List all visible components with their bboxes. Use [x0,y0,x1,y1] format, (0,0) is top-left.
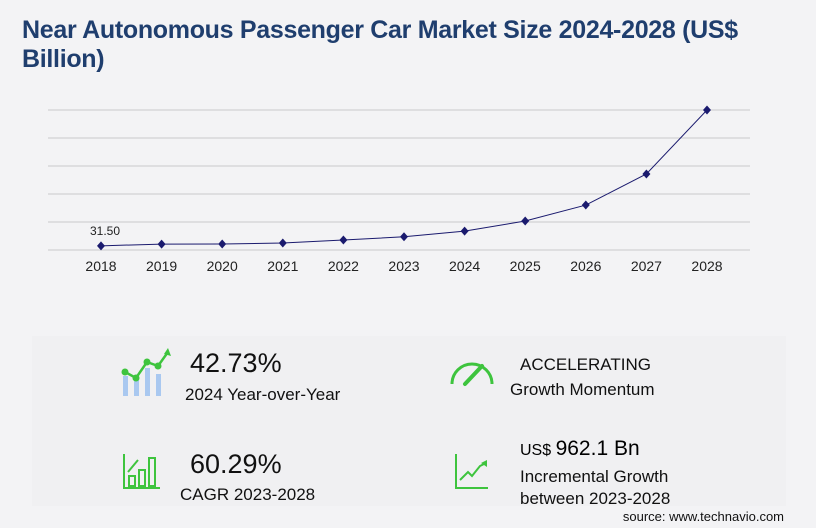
x-tick-label: 2023 [388,258,419,274]
data-point-2018 [97,241,105,251]
data-point-2026 [581,200,590,210]
speedometer-icon [450,362,494,386]
x-tick-label: 2024 [449,258,480,274]
trend-up-icon [455,454,488,489]
data-point-2028 [703,105,711,115]
yoy-label: 2024 Year-over-Year [185,385,341,404]
momentum-label: Growth Momentum [510,380,655,399]
currency-prefix: US$ [520,442,552,459]
data-point-2023 [400,232,408,242]
incremental-label-2: between 2023-2028 [520,489,671,508]
x-tick-label: 2025 [510,258,541,274]
yoy-value: 42.73% [190,348,282,378]
bar-chart-icon [123,454,160,489]
x-tick-label: 2027 [631,258,662,274]
data-label: 31.50 [90,224,120,238]
data-point-2025 [521,216,530,226]
x-tick-label: 2019 [146,258,177,274]
incremental-label-1: Incremental Growth [520,467,669,486]
x-tick-label: 2020 [207,258,238,274]
data-point-2027 [642,169,651,179]
source-text: source: www.technavio.com [622,509,784,524]
momentum-value: ACCELERATING [520,355,651,374]
cagr-label: CAGR 2023-2028 [180,485,316,504]
x-tick-label: 2021 [267,258,298,274]
data-point-2021 [278,238,287,248]
page-title: Near Autonomous Passenger Car Market Siz… [22,16,738,73]
incremental-value: 962.1 Bn [555,437,640,460]
data-point-2024 [460,226,469,236]
series-line [100,109,708,247]
x-tick-label: 2026 [570,258,601,274]
cagr-value: 60.29% [190,449,282,479]
x-tick-label: 2018 [85,258,116,274]
data-point-2019 [157,239,166,249]
x-tick-label: 2022 [328,258,359,274]
incremental-value-row: US$ 962.1 Bn [520,437,640,461]
data-point-2022 [339,235,348,245]
x-tick-label: 2028 [691,258,722,274]
data-point-2020 [218,239,227,249]
growth-chart-icon [121,348,171,396]
line-chart: 2018 31.50 2019 2020 2021 2022 2023 2024 2025 202… [48,105,750,274]
